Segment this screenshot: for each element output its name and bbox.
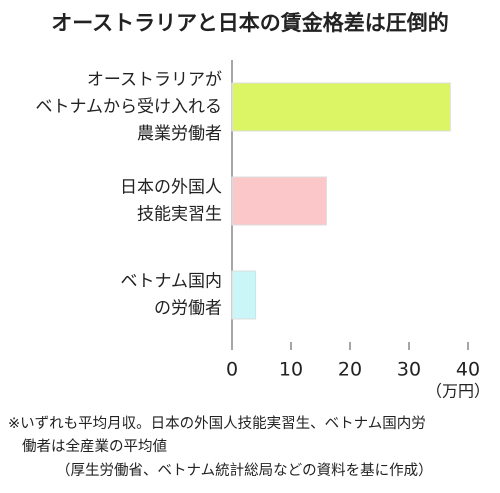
x-tick-label: 30 xyxy=(397,359,421,381)
note: （厚生労働省、ベトナム統計総局などの資料を基に作成） xyxy=(56,462,433,479)
y-tick-label: ベトナム国内の労働者 xyxy=(121,272,223,319)
chart-title: オーストラリアと日本の賃金格差は圧倒的 xyxy=(51,11,449,35)
bar xyxy=(231,176,327,226)
bar xyxy=(231,82,451,132)
note: ※いずれも平均月収。日本の外国人技能実習生、ベトナム国内労 xyxy=(8,415,426,432)
note: 働者は全産業の平均値 xyxy=(22,437,167,455)
y-tick-label: 日本の外国人技能実習生 xyxy=(120,178,222,225)
x-tick-label: 40 xyxy=(456,359,480,381)
bar xyxy=(231,270,257,320)
y-tick-label: オーストラリアがベトナムから受け入れる農業労働者 xyxy=(36,70,223,144)
x-tick-label: 0 xyxy=(226,359,238,381)
x-unit: （万円） xyxy=(426,382,490,401)
x-tick-label: 10 xyxy=(279,359,303,381)
x-tick-label: 20 xyxy=(338,359,362,381)
